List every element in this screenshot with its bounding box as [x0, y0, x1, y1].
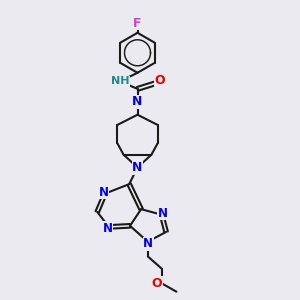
Text: NH: NH [111, 76, 129, 86]
Text: N: N [158, 207, 168, 220]
Text: O: O [152, 277, 162, 290]
Text: N: N [103, 222, 112, 235]
Text: N: N [143, 237, 153, 250]
Text: O: O [154, 74, 165, 87]
Text: N: N [132, 95, 143, 108]
Text: F: F [133, 16, 142, 30]
Text: N: N [99, 186, 109, 199]
Text: N: N [132, 161, 143, 174]
